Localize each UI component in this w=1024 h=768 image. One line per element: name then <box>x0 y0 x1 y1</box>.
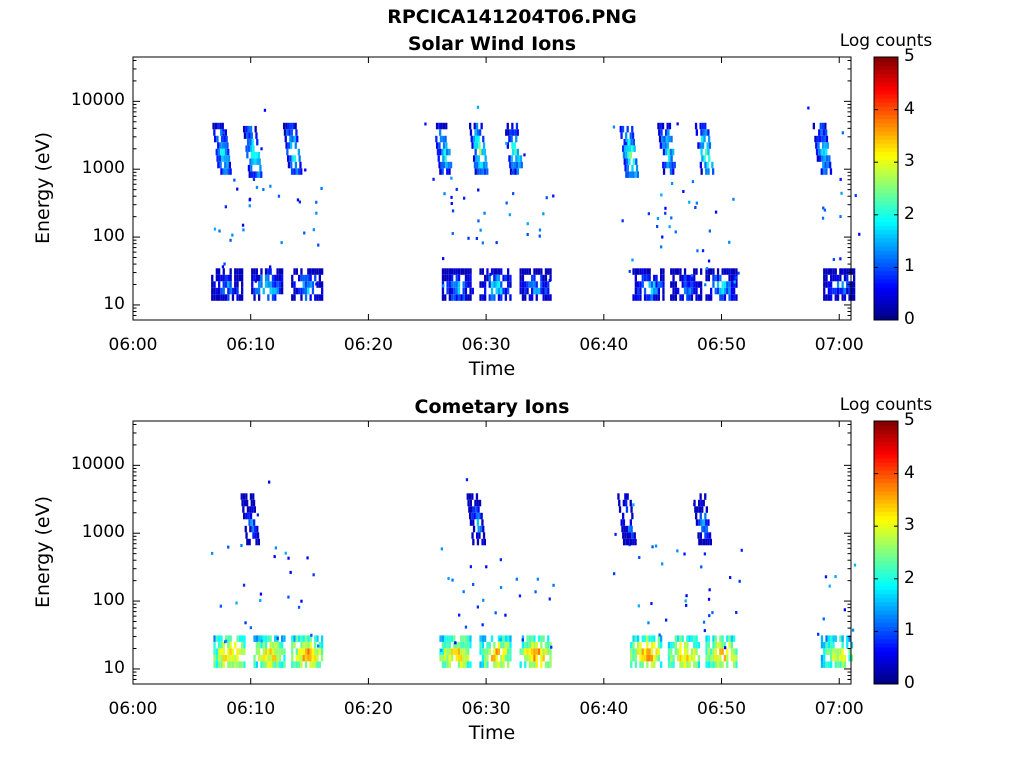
panel-title: Cometary Ions <box>414 396 570 418</box>
data-cluster <box>439 547 475 668</box>
data-cluster <box>668 180 703 301</box>
colorbar-tick-label: 5 <box>904 46 915 66</box>
data-cluster <box>704 197 740 301</box>
y-tick-label: 1000 <box>81 158 125 179</box>
data-cluster <box>705 548 743 668</box>
data-cluster <box>277 122 315 232</box>
x-tick-label: 06:30 <box>461 335 511 355</box>
y-tick-label: 100 <box>92 590 125 611</box>
data-cluster <box>694 122 718 253</box>
data-cluster <box>211 178 245 301</box>
colorbar-tick-label: 3 <box>904 151 915 172</box>
x-tick-label: 06:50 <box>697 335 747 355</box>
y-axis-label: Energy (eV) <box>32 495 54 608</box>
data-cluster <box>424 122 455 235</box>
data-cluster <box>515 577 555 668</box>
data-cluster <box>683 493 712 601</box>
x-tick-label: 06:20 <box>343 335 393 355</box>
data-cluster <box>211 544 247 668</box>
data-cluster <box>249 546 290 668</box>
data-cluster <box>505 122 526 205</box>
data-cluster <box>287 556 324 668</box>
data-cluster <box>822 177 861 301</box>
data-cluster <box>248 184 284 301</box>
colorbar-tick-label: 0 <box>904 673 915 693</box>
colorbar-tick-label: 2 <box>904 203 915 224</box>
data-cluster <box>817 563 857 668</box>
data-cluster <box>628 193 667 301</box>
x-tick-label: 06:10 <box>226 335 276 355</box>
x-tick-label: 06:40 <box>579 335 629 355</box>
data-cluster <box>628 543 664 668</box>
colorbar-tick-label: 0 <box>904 309 915 329</box>
y-tick-label: 10 <box>103 293 125 314</box>
colorbar-tick-label: 4 <box>904 98 915 119</box>
x-axis-label: Time <box>468 358 516 380</box>
x-tick-label: 06:10 <box>226 699 276 719</box>
colorbar-tick-label: 1 <box>904 620 915 641</box>
data-cluster <box>212 122 232 242</box>
data-cluster <box>519 194 555 301</box>
data-cluster <box>479 558 512 668</box>
colorbar <box>873 56 899 321</box>
y-tick-label: 10 <box>103 657 125 678</box>
data-cluster <box>665 549 706 668</box>
spectrogram-plot <box>132 420 857 685</box>
y-tick-label: 10000 <box>70 90 125 111</box>
colorbar-title: Log counts <box>839 395 933 415</box>
data-cluster <box>475 188 515 301</box>
data-cluster <box>291 187 324 301</box>
y-tick-label: 10000 <box>70 454 125 475</box>
data-cluster <box>657 122 679 239</box>
x-tick-label: 06:40 <box>579 699 629 719</box>
data-cluster <box>613 493 650 625</box>
x-tick-label: 06:50 <box>697 699 747 719</box>
colorbar <box>873 420 899 685</box>
data-cluster <box>458 478 486 629</box>
colorbar-tick-label: 5 <box>904 410 915 430</box>
y-tick-label: 100 <box>92 226 125 247</box>
spectrogram-plot <box>132 56 861 321</box>
colorbar-tick-label: 3 <box>904 515 915 536</box>
data-cluster <box>240 480 271 602</box>
data-cluster <box>807 106 844 220</box>
y-tick-label: 1000 <box>81 522 125 543</box>
colorbar-tick-label: 2 <box>904 567 915 588</box>
x-tick-label: 06:00 <box>108 699 158 719</box>
page-title: RPCICA141204T06.PNG <box>387 6 637 28</box>
x-tick-label: 06:00 <box>108 335 158 355</box>
colorbar-title: Log counts <box>839 31 933 51</box>
x-tick-label: 07:00 <box>814 335 864 355</box>
panel-title: Solar Wind Ions <box>407 33 577 55</box>
colorbar-tick-label: 1 <box>904 256 915 277</box>
y-axis-label: Energy (eV) <box>32 131 54 244</box>
data-cluster <box>612 125 639 262</box>
x-tick-label: 06:30 <box>461 699 511 719</box>
data-cluster <box>243 108 267 191</box>
x-tick-label: 06:20 <box>343 699 393 719</box>
colorbar-tick-label: 4 <box>904 462 915 483</box>
data-cluster <box>441 176 474 301</box>
x-axis-label: Time <box>468 722 516 744</box>
data-cluster <box>463 105 489 232</box>
x-tick-label: 07:00 <box>814 699 864 719</box>
